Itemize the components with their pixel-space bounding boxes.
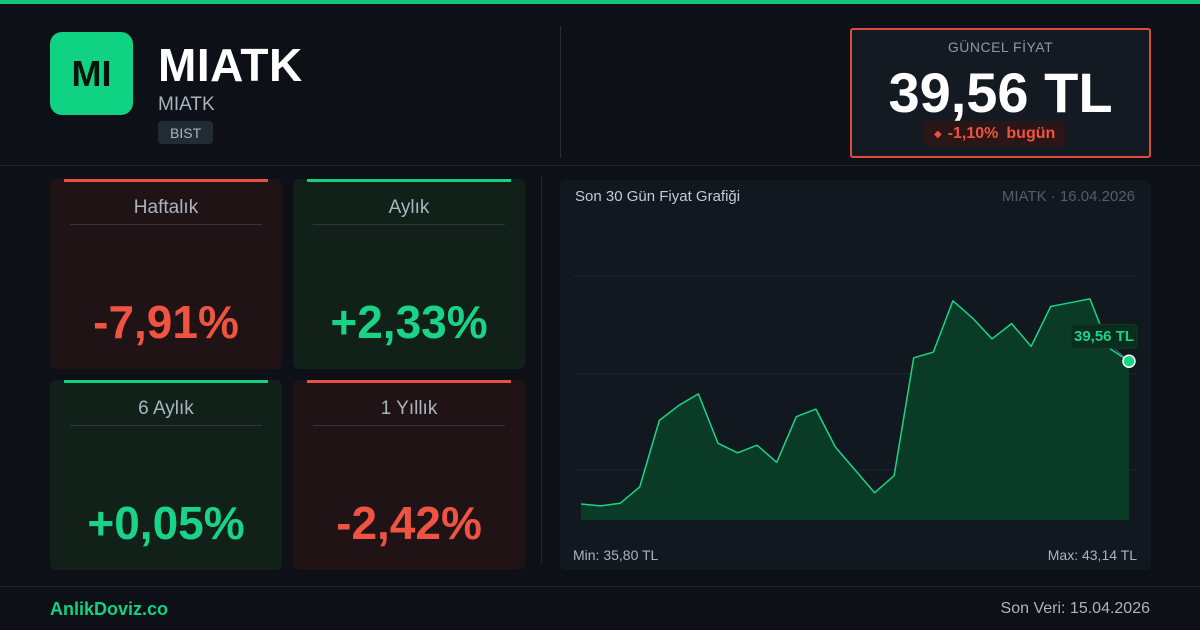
price-label: GÜNCEL FİYAT xyxy=(947,39,1054,55)
card-label: Aylık xyxy=(388,197,430,218)
header-divider xyxy=(560,26,561,158)
stock-logo: MI xyxy=(50,32,133,115)
top-accent-bar xyxy=(0,0,1200,4)
card-accent-bar xyxy=(64,380,268,383)
card-label: Haftalık xyxy=(133,197,199,218)
card-weekly: Haftalık -7,91% xyxy=(50,179,282,369)
chart-title: Son 30 Gün Fiyat Grafiği xyxy=(575,188,741,205)
card-accent-bar xyxy=(307,380,511,383)
price-area xyxy=(581,298,1129,520)
card-accent-bar xyxy=(64,179,268,182)
card-divider xyxy=(70,224,262,225)
last-price-label-bg xyxy=(1070,323,1138,349)
card-divider xyxy=(313,425,505,426)
daily-change-suffix: bugün xyxy=(1006,125,1056,142)
chart-divider xyxy=(541,176,542,564)
card-yearly: 1 Yıllık -2,42% xyxy=(293,380,525,570)
price-value: 39,56 TL xyxy=(888,61,1113,124)
current-price-box: GÜNCEL FİYAT 39,56 TL ◆ -1,10% bugün xyxy=(850,28,1151,158)
card-label: 1 Yıllık xyxy=(380,398,438,419)
card-divider xyxy=(313,224,505,225)
chart-min-label: Min: 35,80 TL xyxy=(573,547,659,563)
chart-max-label: Max: 43,14 TL xyxy=(1047,547,1137,563)
price-line xyxy=(580,298,1130,507)
card-accent-bar xyxy=(307,179,511,182)
card-value: +0,05% xyxy=(87,497,245,549)
stock-name: MIATK xyxy=(158,94,215,115)
section-divider xyxy=(0,165,1200,166)
ticker-symbol: MIATK xyxy=(158,39,303,91)
card-label: 6 Aylık xyxy=(138,398,194,419)
last-price-label: 39,56 TL xyxy=(1074,328,1134,345)
logo-text: MI xyxy=(71,52,112,94)
brand-link[interactable]: AnlikDoviz.co xyxy=(50,599,169,619)
down-diamond-icon: ◆ xyxy=(934,128,942,140)
exchange-label: BIST xyxy=(170,124,202,141)
card-six-month: 6 Aylık +0,05% xyxy=(50,380,282,570)
exchange-badge: BIST xyxy=(158,121,214,144)
daily-change-badge: ◆ -1,10% bugün xyxy=(924,121,1066,147)
card-value: -7,91% xyxy=(93,296,239,348)
card-value: -2,42% xyxy=(336,497,482,549)
card-divider xyxy=(70,425,262,426)
card-value: +2,33% xyxy=(330,296,488,348)
footer-divider xyxy=(0,586,1200,587)
price-chart-panel: 39,56 TL Son 30 Gün Fiyat Grafiği MIATK … xyxy=(560,180,1151,570)
last-data-date: Son Veri: 15.04.2026 xyxy=(1000,600,1150,617)
price-chart: 39,56 TL xyxy=(573,275,1138,520)
card-monthly: Aylık +2,33% xyxy=(293,179,525,369)
last-price-point xyxy=(1122,354,1136,368)
daily-change-value: -1,10% xyxy=(947,125,999,142)
chart-meta: MIATK · 16.04.2026 xyxy=(1001,188,1135,205)
